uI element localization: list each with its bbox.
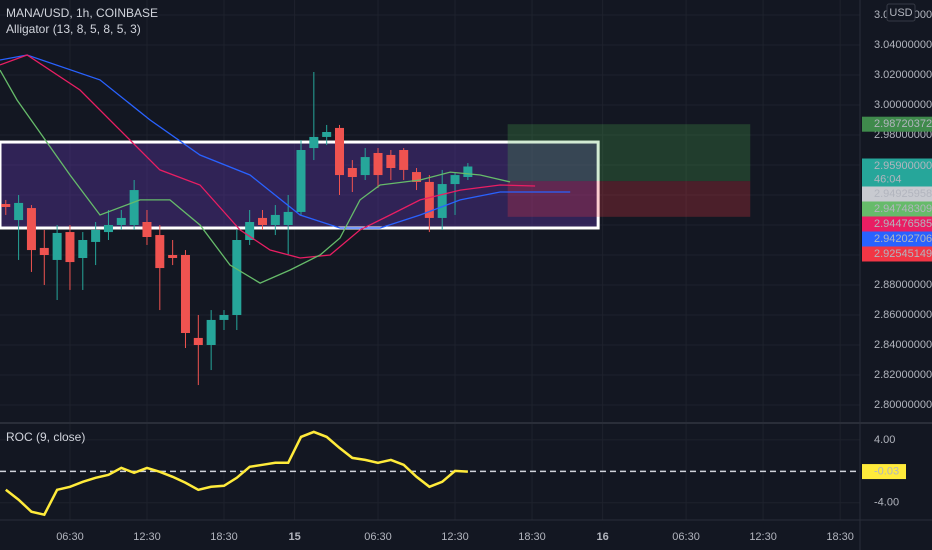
y-tick-label: 3.02000000: [874, 69, 932, 81]
x-tick-label: 06:30: [364, 531, 392, 543]
roc-value-tag: [862, 464, 906, 480]
candle-body: [206, 319, 216, 345]
candle-body: [335, 127, 345, 176]
candle-body: [437, 184, 447, 218]
candle-body: [91, 229, 101, 242]
x-tick-label: 18:30: [518, 531, 546, 543]
plot: [0, 54, 860, 517]
candle-body: [129, 190, 139, 225]
candle-body: [14, 202, 24, 221]
target-tag: [862, 116, 932, 132]
candle-body: [399, 150, 409, 170]
candle-body: [180, 255, 190, 333]
candle-body: [322, 132, 332, 137]
indicator-tag: [862, 201, 932, 217]
candle-body: [450, 175, 460, 185]
candle-body: [296, 150, 306, 212]
grid: [0, 0, 860, 520]
indicator-tag: [862, 231, 932, 247]
x-tick-label: 06:30: [672, 531, 700, 543]
candle-body: [245, 222, 255, 240]
candle-body: [270, 214, 280, 225]
candle-body: [39, 247, 49, 255]
x-tick-label: 18:30: [826, 531, 854, 543]
candle-body: [26, 208, 36, 251]
countdown: 46:04: [874, 173, 902, 185]
last-price-tag: [862, 158, 932, 187]
entry-tag: [862, 186, 932, 202]
target-tag-label: 2.98720372: [874, 118, 932, 130]
candle-body: [1, 204, 11, 207]
alligator-line: [0, 54, 536, 259]
x-tick-label: 12:30: [749, 531, 777, 543]
candle-body: [232, 240, 242, 315]
candle-body: [155, 235, 165, 269]
loss-zone: [507, 181, 751, 217]
x-tick-label: 12:30: [133, 531, 161, 543]
profit-zone: [507, 124, 751, 182]
candle-body: [424, 181, 434, 218]
indicator-tag-label: 2.94202706: [874, 233, 932, 245]
candle-body: [78, 240, 88, 258]
alligator-line: [0, 69, 511, 284]
y-tick-label: 2.80000000: [874, 399, 932, 411]
roc-line: [5, 430, 468, 517]
candle-body: [283, 211, 293, 225]
candle-body: [193, 337, 203, 345]
x-tick-label: 16: [597, 531, 609, 543]
y-tick-label: 2.86000000: [874, 309, 932, 321]
roc-title: ROC (9, close): [6, 430, 85, 444]
candle-body: [142, 222, 152, 237]
candle-body: [103, 225, 113, 233]
candle-body: [168, 255, 178, 258]
x-tick-label: 06:30: [56, 531, 84, 543]
indicator-tag-label: 2.94476585: [874, 218, 932, 230]
candle-body: [386, 154, 396, 168]
roc-tick-label: -4.00: [874, 497, 899, 509]
y-tick-label: 2.82000000: [874, 369, 932, 381]
x-tick-label: 15: [288, 531, 300, 543]
indicator-title: Alligator (13, 8, 5, 8, 5, 3): [6, 22, 141, 36]
roc-tick-label: 4.00: [874, 434, 895, 446]
stop-tag-label: 2.92545149: [874, 248, 932, 260]
candle-body: [412, 172, 422, 182]
stop-tag: [862, 246, 932, 262]
currency: USD: [889, 7, 912, 19]
candle-body: [257, 217, 267, 225]
candle-body: [52, 232, 62, 260]
currency-box[interactable]: [886, 3, 916, 22]
roc-value-label: -0.03: [874, 465, 899, 477]
y-tick-label: 2.88000000: [874, 279, 932, 291]
y-tick-label: 2.84000000: [874, 339, 932, 351]
candle-body: [347, 168, 357, 177]
candle-body: [463, 166, 473, 177]
candle-body: [116, 217, 126, 225]
y-tick-label: 3.04000000: [874, 39, 932, 51]
candle-body: [360, 157, 370, 176]
y-tick-label: 2.98000000: [874, 129, 932, 141]
candle-body: [373, 153, 383, 176]
alligator-line: [0, 54, 571, 229]
y-tick-label: 3.00000000: [874, 99, 932, 111]
candle-body: [65, 232, 75, 263]
indicator-tag: [862, 216, 932, 232]
indicator-tag-label: 2.94748309: [874, 203, 932, 215]
x-tick-label: 12:30: [441, 531, 469, 543]
chart-title: MANA/USD, 1h, COINBASE: [6, 6, 158, 20]
entry-tag-label: 2.94925958: [874, 188, 932, 200]
candle-body: [309, 136, 319, 149]
last-price-tag-label: 2.95900000: [874, 160, 932, 172]
candle-body: [219, 315, 229, 320]
x-tick-label: 18:30: [210, 531, 238, 543]
